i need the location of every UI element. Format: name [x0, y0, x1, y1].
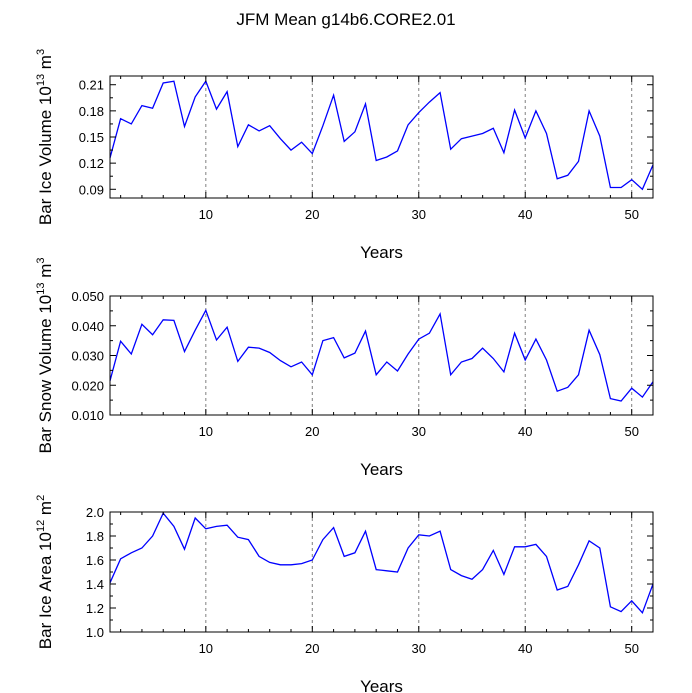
- snow-volume-series-line: [109, 308, 654, 402]
- ice-volume-y-tick-label: 0.15: [79, 130, 104, 145]
- ice-volume-y-tick-label: 0.21: [79, 78, 104, 93]
- snow-volume-y-axis-label-part: 3: [35, 257, 47, 263]
- ice-area-x-tick-label: 50: [624, 641, 638, 656]
- snow-volume-y-axis-label: Bar Snow Volume 1013 m3: [35, 257, 55, 453]
- ice-volume-x-tick-label: 40: [518, 207, 532, 222]
- ice-area-x-axis-label: Years: [360, 677, 403, 693]
- snow-volume-x-tick-label: 40: [518, 424, 532, 439]
- ice-area-x-tick-label: 30: [412, 641, 426, 656]
- ice-volume-y-axis-label-part: m: [36, 55, 55, 74]
- ice-volume-y-axis-label-part: Bar Ice Volume 10: [36, 86, 55, 225]
- snow-volume-y-axis-label-part: 13: [35, 283, 47, 295]
- snow-volume-x-tick-label: 20: [305, 424, 319, 439]
- ice-area-y-tick-label: 1.0: [86, 625, 104, 640]
- ice-area-y-axis-label-part: Bar Ice Area 10: [36, 532, 55, 649]
- ice-area-y-tick-label: 1.8: [86, 529, 104, 544]
- chart-title: JFM Mean g14b6.CORE2.01: [236, 10, 455, 29]
- ice-area-y-tick-label: 2.0: [86, 505, 104, 520]
- snow-volume-plot-frame: [109, 295, 654, 416]
- snow-volume-x-tick-label: 10: [199, 424, 213, 439]
- ice-volume-panel: 10 20 30 40 50 0.09 0.12 0.15 0.18 0.21 Years Bar I…: [35, 49, 654, 262]
- ice-area-y-tick-label: 1.2: [86, 601, 104, 616]
- snow-volume-x-tick-label: 30: [412, 424, 426, 439]
- ice-area-panel: 10 20 30 40 50 1.0 1.2 1.4 1.6 1.8 2.0 Years Bar Ice…: [35, 495, 654, 693]
- ice-area-y-axis-label-part: 2: [35, 495, 47, 501]
- ice-volume-series-line: [109, 79, 654, 191]
- ice-area-y-axis-label-part: 12: [35, 520, 47, 532]
- ice-volume-x-tick-label: 10: [199, 207, 213, 222]
- ice-area-y-tick-label: 1.6: [86, 553, 104, 568]
- ice-volume-y-axis-label-part: 13: [35, 74, 47, 86]
- snow-volume-y-axis-label-part: m: [36, 264, 55, 283]
- ice-volume-y-tick-label: 0.18: [79, 104, 104, 119]
- ice-volume-plot-frame: [109, 75, 654, 199]
- ice-volume-y-axis-label-part: 3: [35, 49, 47, 55]
- ice-area-x-tick-label: 10: [199, 641, 213, 656]
- ice-area-series-line: [109, 511, 654, 615]
- ice-volume-x-tick-label: 30: [412, 207, 426, 222]
- snow-volume-panel: 10 20 30 40 50 0.010 0.020 0.030 0.040 0.050 Years…: [35, 257, 654, 479]
- ice-volume-x-tick-label: 20: [305, 207, 319, 222]
- ice-area-y-axis-label-part: m: [36, 501, 55, 520]
- ice-volume-x-tick-label: 50: [624, 207, 638, 222]
- ice-volume-y-tick-label: 0.09: [79, 182, 104, 197]
- snow-volume-y-tick-label: 0.010: [71, 408, 104, 423]
- plot-panels: 10 20 30 40 50 0.09 0.12 0.15 0.18 0.21 Years Bar I…: [35, 49, 654, 693]
- snow-volume-x-axis-label: Years: [360, 460, 403, 479]
- snow-volume-y-tick-label: 0.040: [71, 319, 104, 334]
- snow-volume-y-tick-label: 0.020: [71, 378, 104, 393]
- snow-volume-y-tick-label: 0.030: [71, 349, 104, 364]
- ice-area-y-tick-label: 1.4: [86, 577, 104, 592]
- ice-area-y-axis-label: Bar Ice Area 1012 m2: [35, 495, 55, 649]
- ice-volume-x-axis-label: Years: [360, 243, 403, 262]
- ice-area-x-tick-label: 20: [305, 641, 319, 656]
- ice-volume-y-tick-label: 0.12: [79, 156, 104, 171]
- snow-volume-x-tick-label: 50: [624, 424, 638, 439]
- snow-volume-y-axis-label-part: Bar Snow Volume 10: [36, 295, 55, 454]
- ice-volume-y-axis-label: Bar Ice Volume 1013 m3: [35, 49, 55, 225]
- ice-area-x-tick-label: 40: [518, 641, 532, 656]
- snow-volume-y-tick-label: 0.050: [71, 289, 104, 304]
